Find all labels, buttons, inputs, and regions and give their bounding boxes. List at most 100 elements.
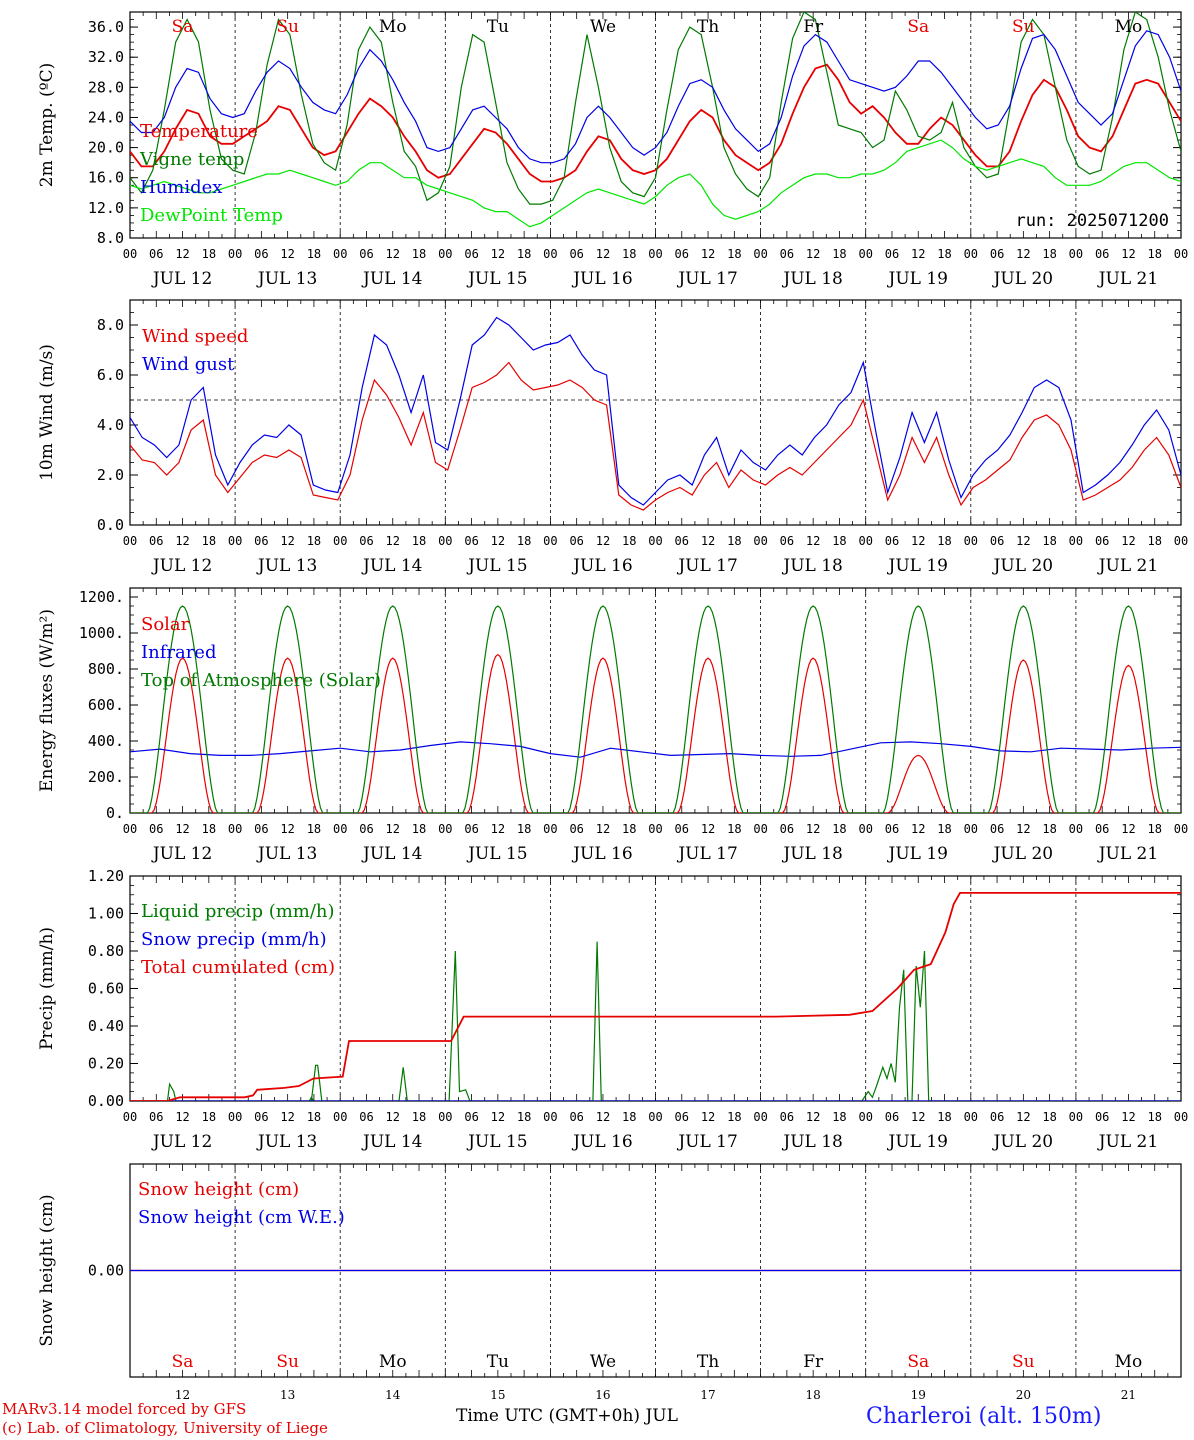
run-annotation: run: 2025071200 — [1015, 211, 1169, 231]
hour-label: 12 — [701, 822, 715, 836]
hour-label: 12 — [491, 247, 505, 261]
series-group — [130, 316, 1181, 511]
hour-label: 06 — [780, 822, 794, 836]
hour-label: 06 — [569, 247, 583, 261]
date-label: JUL 15 — [466, 556, 527, 576]
date-label: JUL 20 — [992, 844, 1053, 864]
day-abbr: Th — [697, 17, 719, 37]
hour-label: 18 — [517, 534, 531, 548]
hour-label: 12 — [1016, 1110, 1030, 1124]
legend-entry: Snow height (cm) — [138, 1179, 299, 1200]
date-label: JUL 21 — [1097, 556, 1158, 576]
hour-label: 00 — [1069, 1110, 1083, 1124]
date-label: JUL 16 — [571, 269, 632, 289]
date-label: JUL 17 — [676, 269, 737, 289]
hour-label: 18 — [412, 822, 426, 836]
hour-label: 12 — [911, 534, 925, 548]
hour-label: 18 — [622, 247, 636, 261]
hour-label: 00 — [964, 1110, 978, 1124]
series-line — [130, 892, 1181, 1101]
hour-label: 00 — [964, 822, 978, 836]
hour-label: 12 — [175, 822, 189, 836]
hour-label: 18 — [1042, 247, 1056, 261]
hour-label: 18 — [307, 1110, 321, 1124]
day-number: 21 — [1121, 1388, 1136, 1402]
station-name: Charleroi (alt. 150m) — [866, 1404, 1102, 1429]
hour-label: 06 — [885, 534, 899, 548]
panel-snow: 0.00 Snow height (cm) Snow height (cm) Snow… — [37, 1163, 1182, 1402]
legend-entry: Wind gust — [142, 354, 235, 375]
hour-label: 00 — [333, 534, 347, 548]
y-tick-label: 1000. — [79, 624, 124, 642]
date-label: JUL 14 — [361, 556, 422, 576]
hour-label: 12 — [1121, 534, 1135, 548]
series-line — [130, 30, 1181, 164]
hour-label: 18 — [1042, 1110, 1056, 1124]
date-label: JUL 13 — [256, 556, 317, 576]
date-label: JUL 16 — [571, 556, 632, 576]
hour-label: 06 — [464, 534, 478, 548]
hour-label: 18 — [622, 822, 636, 836]
hour-label: 12 — [596, 822, 610, 836]
y-axis-title: 10m Wind (m/s) — [37, 344, 57, 481]
hour-label: 06 — [1095, 822, 1109, 836]
day-number: 18 — [806, 1388, 821, 1402]
hour-label: 00 — [648, 822, 662, 836]
hour-label: 00 — [123, 247, 137, 261]
hour-label: 12 — [806, 822, 820, 836]
hour-label: 12 — [280, 534, 294, 548]
date-label: JUL 12 — [151, 269, 212, 289]
hour-label: 00 — [753, 822, 767, 836]
date-label: JUL 17 — [676, 556, 737, 576]
hour-label: 18 — [832, 1110, 846, 1124]
hour-label: 06 — [149, 534, 163, 548]
day-abbr: Mo — [1115, 17, 1143, 37]
hour-label: 18 — [937, 1110, 951, 1124]
hour-label: 18 — [202, 534, 216, 548]
hour-label: 12 — [596, 247, 610, 261]
hour-label: 18 — [412, 247, 426, 261]
hour-label: 12 — [1016, 247, 1030, 261]
day-abbr: Mo — [379, 1352, 407, 1372]
day-number: 17 — [700, 1388, 715, 1402]
y-tick-label: 16.0 — [88, 169, 124, 187]
hour-label: 18 — [1147, 247, 1161, 261]
y-tick-label: 0. — [106, 804, 124, 822]
hour-label: 00 — [753, 1110, 767, 1124]
y-tick-label: 4.0 — [97, 416, 124, 434]
day-abbr: Fr — [803, 17, 824, 37]
date-label: JUL 20 — [992, 1132, 1053, 1152]
day-number: 14 — [385, 1388, 401, 1402]
day-abbr: Su — [276, 17, 299, 37]
day-number: 13 — [280, 1388, 295, 1402]
y-tick-label: 2.0 — [97, 466, 124, 484]
y-tick-label: 28.0 — [88, 78, 124, 96]
hour-label: 12 — [596, 534, 610, 548]
hour-label: 18 — [202, 247, 216, 261]
y-tick-label: 200. — [88, 768, 124, 786]
date-label: JUL 19 — [887, 844, 948, 864]
hour-label: 00 — [543, 247, 557, 261]
series-group — [130, 892, 1181, 1101]
hour-label: 12 — [491, 1110, 505, 1124]
hour-label: 18 — [622, 1110, 636, 1124]
hour-label: 12 — [386, 534, 400, 548]
hour-label: 00 — [964, 534, 978, 548]
hour-label: 00 — [123, 1110, 137, 1124]
day-number: 15 — [490, 1388, 505, 1402]
hour-label: 00 — [1069, 534, 1083, 548]
date-label: JUL 18 — [781, 1132, 842, 1152]
hour-label: 06 — [254, 247, 268, 261]
hour-label: 00 — [438, 1110, 452, 1124]
date-label: JUL 12 — [151, 844, 212, 864]
y-tick-label: 0.00 — [88, 1092, 124, 1110]
day-number: 16 — [595, 1388, 610, 1402]
hour-label: 18 — [307, 822, 321, 836]
hour-label: 00 — [1174, 247, 1188, 261]
hour-label: 00 — [438, 822, 452, 836]
hour-label: 06 — [675, 1110, 689, 1124]
date-label: JUL 14 — [361, 844, 422, 864]
hour-label: 00 — [648, 534, 662, 548]
hour-label: 00 — [228, 534, 242, 548]
hour-label: 00 — [333, 822, 347, 836]
